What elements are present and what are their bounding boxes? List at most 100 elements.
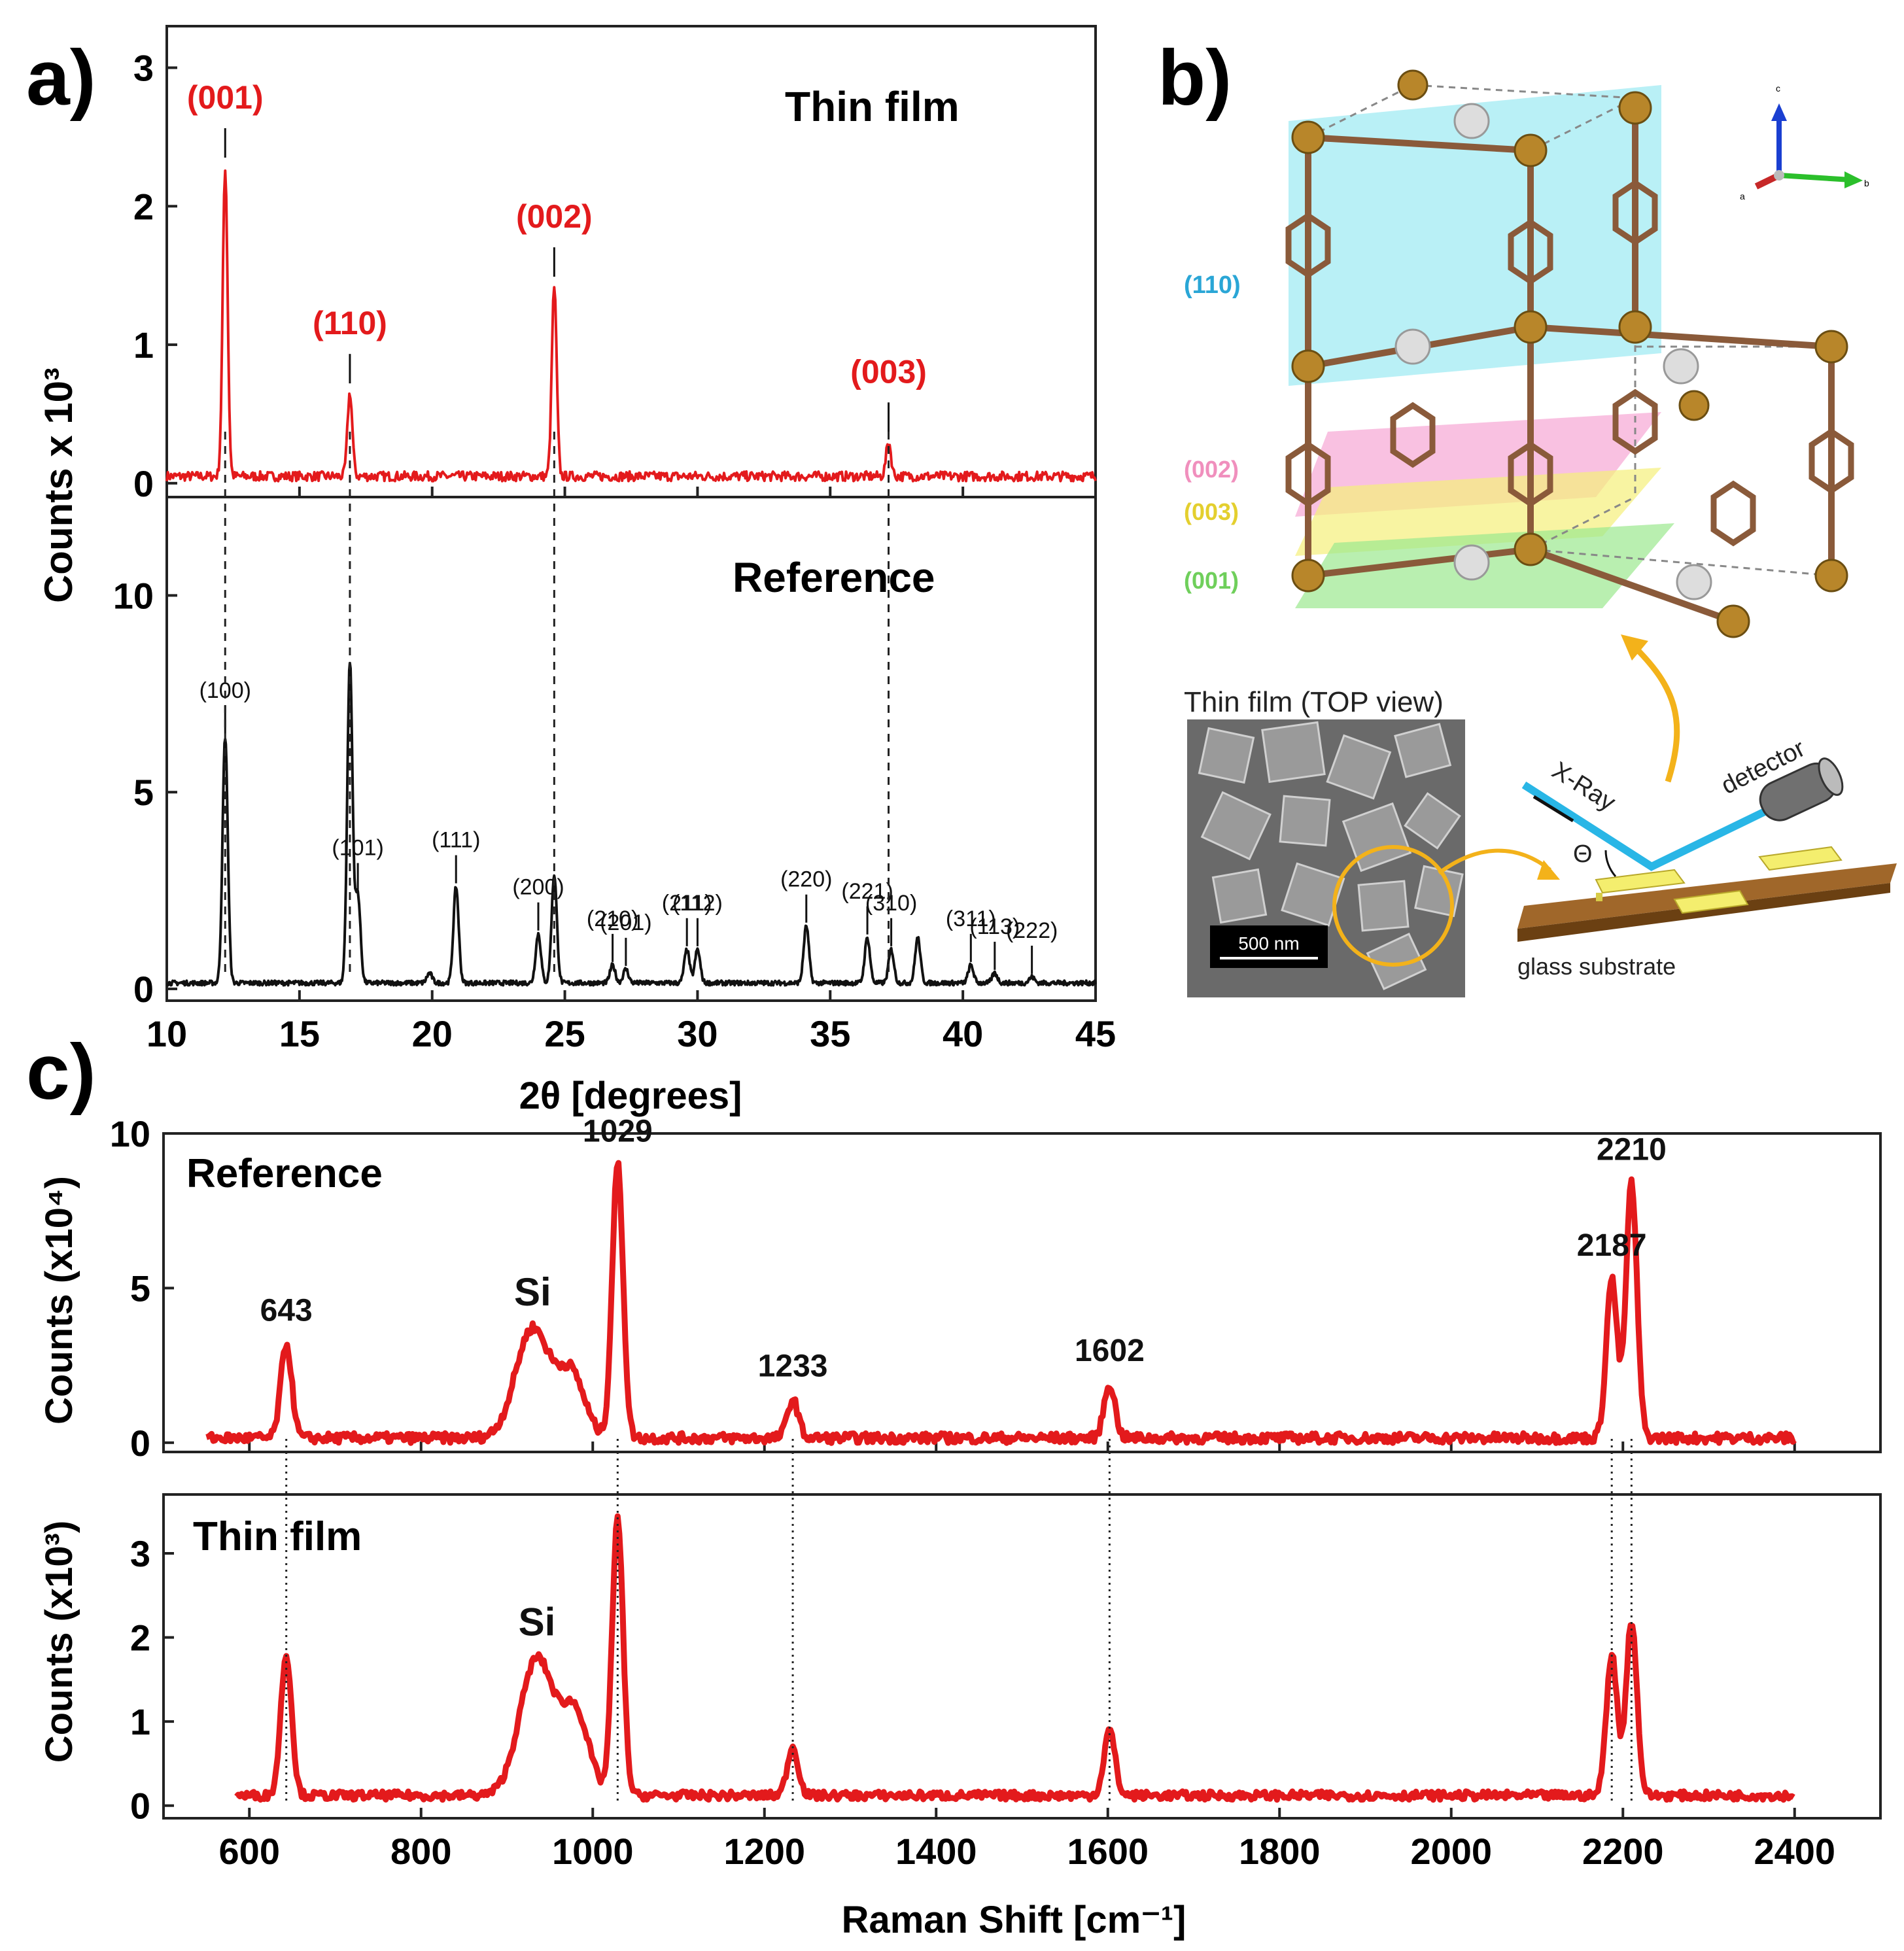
x-tick-label: 600 [219, 1831, 280, 1872]
xrd-ylabel: Counts x 10³ [37, 368, 80, 603]
curved-arrow-icon [1621, 634, 1680, 783]
y-tick-label: 10 [110, 1113, 150, 1154]
raman-top-ylabel: Counts (x10⁴) [38, 1176, 80, 1424]
panel-label-b: b) [1158, 34, 1232, 122]
peak-label: 2210 [1597, 1133, 1667, 1167]
x-tick-label: 40 [943, 1013, 983, 1054]
x-tick-label: 30 [677, 1013, 718, 1054]
crystal-structure: (110) (002) (003) (001) [1184, 69, 1854, 638]
y-tick-label: 0 [130, 1423, 150, 1464]
x-tick-label: 1000 [552, 1831, 634, 1872]
panel-label-a: a) [26, 34, 96, 122]
theta-label: Θ [1573, 840, 1593, 868]
x-tick-label: 1600 [1067, 1831, 1149, 1872]
xrd-setup-sketch: X-Ray detector Θ glass substrate [1517, 734, 1897, 980]
peak-label: (201) [600, 910, 651, 935]
plot-frame [162, 1493, 1882, 1820]
peak-label: (001) [187, 79, 264, 116]
raman-thin-film-chart: 0 1 2 3 600 800 1000 1200 1400 1600 1800 2000 2200 24… [130, 1493, 1882, 1872]
plot-frame [162, 1132, 1882, 1453]
x-tick-label: 15 [279, 1013, 320, 1054]
x-tick-label: 45 [1075, 1013, 1116, 1054]
series-title: Thin film [785, 83, 960, 130]
data-series-line [234, 1513, 1795, 1803]
x-tick-label: 1800 [1239, 1831, 1321, 1872]
panel-label-c: c) [26, 1028, 96, 1116]
peak-label: (003) [850, 353, 927, 390]
data-series-line [165, 169, 1097, 483]
peak-label: (310) [865, 891, 917, 916]
peak-label: (222) [1006, 918, 1058, 943]
plane-label-110: (110) [1184, 271, 1241, 299]
axis-c-label: c [1776, 83, 1780, 94]
y-tick-label: 2 [130, 1617, 150, 1659]
plane-label-003: (003) [1184, 498, 1239, 525]
highlight-circle [1332, 845, 1454, 967]
x-tick-label: 10 [147, 1013, 187, 1054]
data-series-line [166, 661, 1097, 987]
x-tick-label: 2200 [1582, 1831, 1664, 1872]
pyrazine-rings [1285, 179, 1854, 547]
peak-label: (311) [946, 906, 996, 931]
peak-label: (111) [432, 828, 480, 853]
x-tick-label: 1200 [723, 1831, 805, 1872]
series-title: Reference [186, 1151, 383, 1196]
detector-icon [1759, 757, 1844, 821]
y-tick-label: 1 [133, 324, 154, 366]
y-tick-label: 0 [133, 463, 154, 504]
x-tick-label: 2400 [1754, 1831, 1835, 1872]
series-title: Thin film [193, 1514, 362, 1559]
plane-label-002: (002) [1184, 456, 1239, 483]
peak-label: 2187 [1577, 1228, 1647, 1263]
raman-xlabel: Raman Shift [cm⁻¹] [842, 1899, 1186, 1941]
peak-label: (002) [516, 198, 593, 235]
peak-label: Si [519, 1600, 556, 1644]
metal-nodes [1291, 69, 1848, 638]
sem-inset-title: Thin film (TOP view) [1184, 686, 1444, 718]
peak-label: 1233 [758, 1349, 828, 1384]
y-tick-label: 3 [133, 48, 154, 89]
y-tick-label: 3 [130, 1533, 150, 1574]
sem-cubes [1198, 721, 1464, 990]
plane-110 [1289, 85, 1661, 386]
y-tick-label: 1 [130, 1701, 150, 1742]
y-tick-label: 2 [133, 186, 154, 227]
beam-arrow [1532, 795, 1574, 823]
peak-label: (220) [780, 867, 832, 892]
peak-label: 1029 [583, 1114, 653, 1148]
xrd-thin-film-chart: 0 1 2 3 Thin film (001) (110) (002) (003) [133, 25, 1097, 504]
axes-triad-icon: c b a [1740, 83, 1869, 201]
series-title: Reference [733, 554, 935, 601]
peak-label: Si [514, 1270, 551, 1314]
peak-label: (112) [672, 891, 723, 916]
axis-a-label: a [1740, 191, 1745, 201]
zoom-arrow [1438, 848, 1551, 875]
xray-beam [1521, 781, 1768, 871]
peak-label: 643 [260, 1294, 313, 1328]
peak-label: 1602 [1075, 1334, 1145, 1368]
x-tick-label: 2000 [1410, 1831, 1492, 1872]
peak-label: (210) [587, 906, 638, 931]
peak-label: (113) [969, 914, 1020, 939]
y-tick-label: 5 [130, 1268, 150, 1309]
peak-label: (221) [841, 879, 893, 904]
guide-lines [224, 432, 1633, 1805]
peak-label: (101) [332, 836, 383, 861]
y-tick-label: 10 [113, 575, 154, 616]
substrate-label: glass substrate [1517, 953, 1676, 980]
y-tick-label: 5 [133, 772, 154, 813]
x-tick-label: 800 [390, 1831, 451, 1872]
data-series-line [205, 1160, 1797, 1446]
plane-label-001: (001) [1184, 567, 1239, 594]
scale-bar-label: 500 nm [1238, 933, 1299, 954]
silver-atoms [1394, 103, 1712, 600]
xrd-xlabel: 2θ [degrees] [519, 1075, 742, 1117]
x-tick-label: 25 [544, 1013, 585, 1054]
raman-bottom-ylabel: Counts (x10³) [38, 1521, 80, 1763]
y-tick-label: 0 [133, 969, 154, 1010]
peak-label: (110) [313, 305, 387, 341]
y-tick-label: 0 [130, 1786, 150, 1827]
scale-bar-box [1210, 925, 1328, 968]
